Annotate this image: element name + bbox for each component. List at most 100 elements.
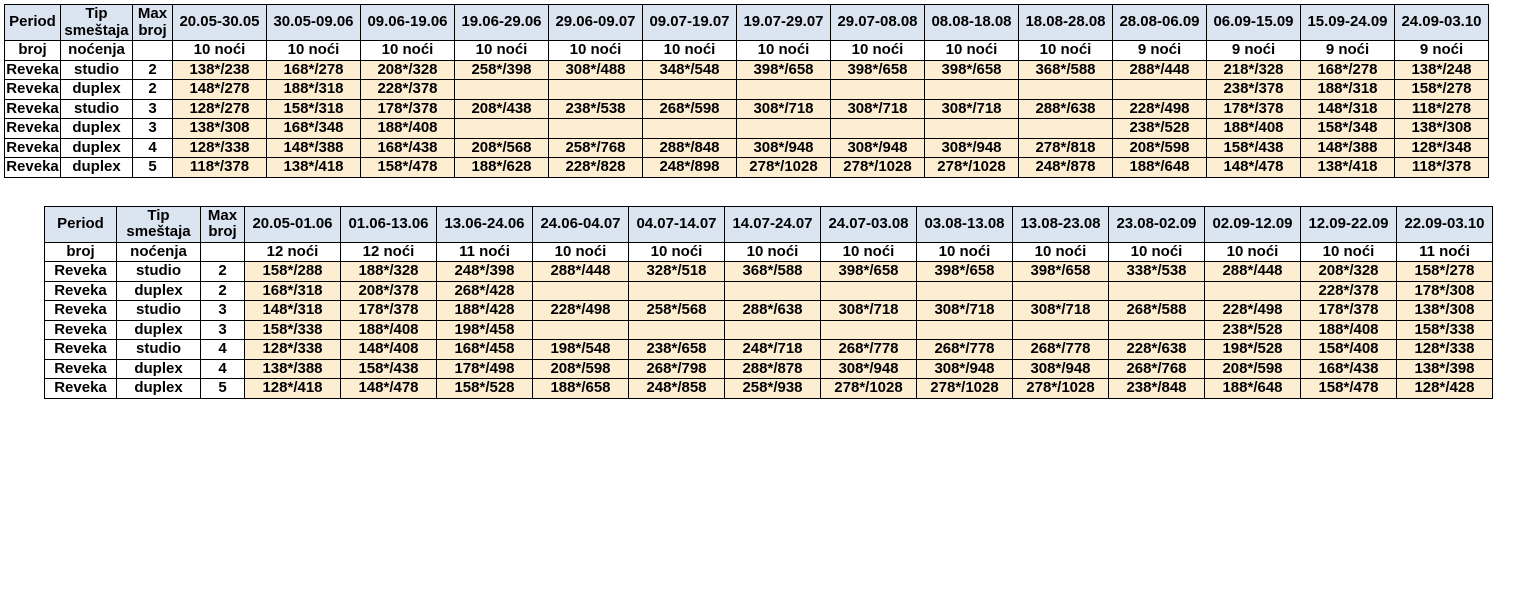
price-cell: 168*/278	[1301, 60, 1395, 80]
price-cell: 278*/1028	[821, 379, 917, 399]
table-row: Revekaduplex3158*/338188*/408198*/458238…	[45, 320, 1493, 340]
price-cell: 208*/378	[341, 281, 437, 301]
price-cell	[1013, 281, 1109, 301]
row-max: 4	[201, 340, 245, 360]
row-type: duplex	[117, 281, 201, 301]
price-cell: 178*/378	[1207, 99, 1301, 119]
price-cell: 168*/348	[267, 119, 361, 139]
row-type: studio	[117, 340, 201, 360]
price-cell: 278*/1028	[737, 158, 831, 178]
price-cell: 168*/318	[245, 281, 341, 301]
period-header: 28.08-06.09	[1113, 5, 1207, 41]
price-cell: 178*/498	[437, 359, 533, 379]
price-cell	[737, 80, 831, 100]
price-cell: 158*/288	[245, 262, 341, 282]
nights-cell: 10 noći	[831, 41, 925, 61]
price-cell: 188*/408	[1301, 320, 1397, 340]
nights-cell: 10 noći	[629, 242, 725, 262]
price-cell	[737, 119, 831, 139]
price-cell: 258*/568	[629, 301, 725, 321]
price-cell: 208*/568	[455, 138, 549, 158]
row-name: Reveka	[45, 262, 117, 282]
nights-cell: 10 noći	[1013, 242, 1109, 262]
price-cell: 308*/948	[821, 359, 917, 379]
price-cell: 208*/598	[1113, 138, 1207, 158]
price-cell: 138*/308	[173, 119, 267, 139]
price-cell: 228*/378	[361, 80, 455, 100]
period-header: 01.06-13.06	[341, 206, 437, 242]
price-cell: 308*/718	[925, 99, 1019, 119]
period-header: 29.07-08.08	[831, 5, 925, 41]
table-row: Revekastudio3128*/278158*/318178*/378208…	[5, 99, 1489, 119]
price-cell: 288*/448	[533, 262, 629, 282]
table-row: Revekaduplex3138*/308168*/348188*/408238…	[5, 119, 1489, 139]
price-cell: 198*/548	[533, 340, 629, 360]
price-cell: 188*/658	[533, 379, 629, 399]
price-cell: 148*/408	[341, 340, 437, 360]
row-max: 3	[201, 320, 245, 340]
table-row: Revekaduplex4138*/388158*/438178*/498208…	[45, 359, 1493, 379]
row-max: 3	[133, 99, 173, 119]
period-header: 20.05-01.06	[245, 206, 341, 242]
period-header: 20.05-30.05	[173, 5, 267, 41]
price-cell: 208*/598	[533, 359, 629, 379]
price-cell: 128*/338	[1397, 340, 1493, 360]
price-cell: 278*/1028	[925, 158, 1019, 178]
period-header: 03.08-13.08	[917, 206, 1013, 242]
price-cell	[831, 119, 925, 139]
price-cell: 168*/278	[267, 60, 361, 80]
price-cell: 128*/418	[245, 379, 341, 399]
price-cell: 188*/628	[455, 158, 549, 178]
price-cell: 168*/438	[1301, 359, 1397, 379]
price-cell: 368*/588	[1019, 60, 1113, 80]
pricing-table-1: PeriodTipsmeštajaMaxbroj20.05-30.0530.05…	[4, 4, 1520, 178]
period-header: 24.09-03.10	[1395, 5, 1489, 41]
nights-cell: 9 noći	[1207, 41, 1301, 61]
price-cell: 188*/648	[1205, 379, 1301, 399]
price-cell: 338*/538	[1109, 262, 1205, 282]
price-cell: 158*/438	[1207, 138, 1301, 158]
row-max: 2	[201, 281, 245, 301]
period-header: 09.06-19.06	[361, 5, 455, 41]
period-header: 29.06-09.07	[549, 5, 643, 41]
nights-cell: 10 noći	[455, 41, 549, 61]
price-cell: 188*/318	[267, 80, 361, 100]
col-max: Maxbroj	[133, 5, 173, 41]
period-header: 22.09-03.10	[1397, 206, 1493, 242]
row-name: Reveka	[45, 379, 117, 399]
nights-cell: 9 noći	[1395, 41, 1489, 61]
price-cell: 148*/478	[1207, 158, 1301, 178]
price-cell: 228*/638	[1109, 340, 1205, 360]
price-cell: 138*/248	[1395, 60, 1489, 80]
row-name: Reveka	[5, 158, 61, 178]
table-row: Revekaduplex4128*/338148*/388168*/438208…	[5, 138, 1489, 158]
row-max: 3	[201, 301, 245, 321]
price-cell: 308*/948	[831, 138, 925, 158]
price-cell: 288*/878	[725, 359, 821, 379]
nights-cell: 11 noći	[437, 242, 533, 262]
pricing-table-2: PeriodTipsmeštajaMaxbroj20.05-01.0601.06…	[44, 206, 1520, 399]
price-cell: 248*/718	[725, 340, 821, 360]
period-header: 30.05-09.06	[267, 5, 361, 41]
price-cell: 308*/948	[1013, 359, 1109, 379]
price-cell: 188*/408	[1207, 119, 1301, 139]
price-cell: 118*/378	[173, 158, 267, 178]
price-cell: 158*/348	[1301, 119, 1395, 139]
price-cell: 168*/458	[437, 340, 533, 360]
table-row: Revekastudio4128*/338148*/408168*/458198…	[45, 340, 1493, 360]
period-header: 19.07-29.07	[737, 5, 831, 41]
nights-cell: 12 noći	[245, 242, 341, 262]
period-header: 18.08-28.08	[1019, 5, 1113, 41]
price-cell: 248*/398	[437, 262, 533, 282]
price-cell: 308*/718	[737, 99, 831, 119]
nights-cell: 10 noći	[533, 242, 629, 262]
price-cell: 238*/528	[1113, 119, 1207, 139]
price-cell	[917, 281, 1013, 301]
nights-cell: 10 noći	[725, 242, 821, 262]
nights-cell: 10 noći	[1205, 242, 1301, 262]
price-cell	[533, 320, 629, 340]
price-cell: 188*/408	[361, 119, 455, 139]
price-cell	[629, 320, 725, 340]
price-cell: 228*/498	[533, 301, 629, 321]
price-cell	[533, 281, 629, 301]
